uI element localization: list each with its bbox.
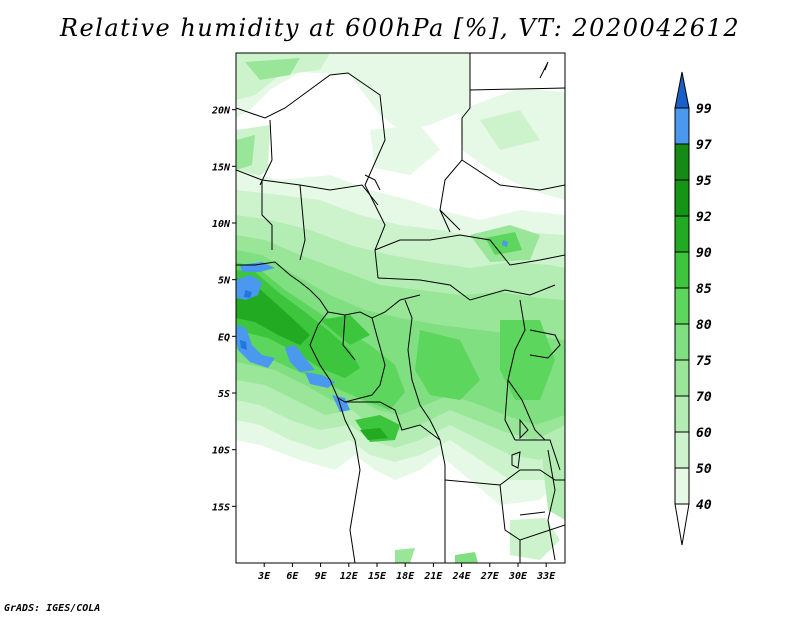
colorbar-segment — [674, 107, 690, 145]
colorbar-segment — [674, 323, 690, 361]
lon-tick-label: 30E — [508, 571, 528, 582]
latitude-axis: 20N 15N 10N 5N EQ 5S 10S 15S — [211, 106, 236, 513]
lat-tick-label: EQ — [218, 332, 230, 343]
colorbar-label: 50 — [696, 462, 712, 477]
colorbar-segment — [674, 215, 690, 253]
colorbar-segment — [674, 467, 690, 505]
lon-tick-label: 27E — [480, 571, 500, 582]
lon-tick-label: 3E — [257, 571, 271, 582]
colorbar-segment — [674, 431, 690, 469]
colorbar-segment — [674, 287, 690, 325]
colorbar-legend: 40 50 60 70 75 80 85 90 92 95 97 99 — [674, 71, 712, 546]
lat-tick-label: 10S — [212, 446, 230, 457]
longitude-axis: 3E 6E 9E 12E 15E 18E 21E 24E 27E 30E 33E — [257, 563, 556, 582]
lat-tick-label: 5S — [218, 389, 230, 400]
humidity-field — [236, 53, 565, 563]
lon-tick-label: 33E — [536, 571, 556, 582]
lon-tick-label: 18E — [396, 571, 415, 582]
lat-tick-label: 5N — [218, 276, 231, 287]
lon-tick-label: 12E — [340, 571, 359, 582]
colorbar-segment — [674, 503, 690, 546]
colorbar-label: 90 — [696, 246, 712, 261]
lon-tick-label: 21E — [423, 571, 443, 582]
colorbar-segment — [674, 143, 690, 181]
country-borders — [236, 53, 565, 563]
lat-tick-label: 15N — [212, 162, 231, 173]
lat-tick-label: 15S — [212, 502, 230, 513]
colorbar-label: 97 — [696, 138, 712, 153]
colorbar-label: 75 — [696, 354, 712, 369]
colorbar-label: 70 — [696, 390, 712, 405]
colorbar-label: 60 — [696, 426, 712, 441]
map-frame — [235, 52, 566, 564]
colorbar-label: 40 — [696, 498, 712, 513]
colorbar-label: 85 — [696, 282, 712, 297]
lon-tick-label: 6E — [286, 571, 299, 582]
lat-tick-label: 20N — [211, 106, 231, 117]
lat-tick-label: 10N — [212, 219, 231, 230]
colorbar-segment — [674, 251, 690, 289]
chart-title: Relative humidity at 600hPa [%], VT: 202… — [59, 14, 741, 42]
colorbar-label: 95 — [696, 174, 712, 189]
colorbar-label: 92 — [696, 210, 712, 225]
colorbar-label: 80 — [696, 318, 712, 333]
lon-tick-label: 15E — [368, 571, 387, 582]
lon-tick-label: 24E — [452, 571, 472, 582]
lon-tick-label: 9E — [315, 571, 328, 582]
colorbar-segment — [674, 359, 690, 397]
colorbar-segment — [674, 71, 690, 109]
colorbar-label: 99 — [696, 102, 712, 117]
colorbar-segment — [674, 395, 690, 433]
colorbar-segment — [674, 179, 690, 217]
footer-credit: GrADS: IGES/COLA — [4, 603, 101, 614]
